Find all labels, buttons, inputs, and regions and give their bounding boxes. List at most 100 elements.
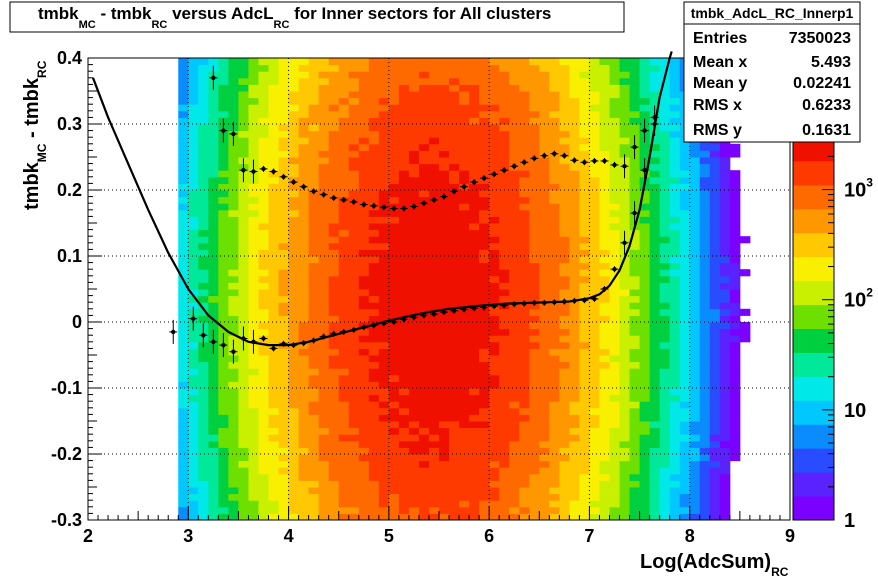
heatmap-cell [509, 308, 520, 316]
heatmap-cell [258, 289, 270, 297]
heatmap-cell [218, 308, 229, 316]
heatmap-cell [288, 513, 300, 521]
heatmap-cell [729, 348, 741, 356]
heatmap-cell [489, 236, 500, 244]
heatmap-cell [378, 500, 390, 508]
heatmap-cell [649, 262, 661, 270]
heatmap-cell [338, 289, 350, 297]
heatmap-cell [489, 427, 500, 435]
heatmap-cell [188, 447, 199, 455]
heatmap-cell [238, 262, 249, 270]
heatmap-cell [479, 249, 490, 257]
y-tick-label: 0.3 [57, 114, 82, 134]
heatmap-cell [539, 447, 550, 455]
heatmap-cell [188, 434, 199, 442]
heatmap-cell [208, 506, 219, 514]
heatmap-cell [669, 467, 681, 475]
heatmap-cell [268, 209, 280, 217]
heatmap-cell [418, 97, 430, 105]
heatmap-cell [649, 289, 661, 297]
heatmap-cell [368, 143, 380, 151]
heatmap-cell [569, 209, 580, 217]
heatmap-cell [519, 289, 530, 297]
heatmap-cell [469, 170, 480, 178]
heatmap-cell [278, 71, 290, 79]
heatmap-cell [208, 190, 219, 198]
heatmap-cell [689, 467, 701, 475]
heatmap-cell [679, 209, 691, 217]
heatmap-cell [689, 381, 701, 389]
heatmap-cell [459, 506, 470, 514]
heatmap-cell [719, 421, 731, 429]
heatmap-cell [228, 513, 239, 521]
heatmap-cell [178, 401, 189, 409]
heatmap-cell [318, 117, 330, 125]
heatmap-cell [599, 341, 610, 349]
heatmap-cell [559, 203, 570, 211]
heatmap-cell [198, 355, 209, 363]
heatmap-cell [649, 460, 661, 468]
heatmap-cell [278, 275, 290, 283]
heatmap-cell [198, 262, 209, 270]
heatmap-cell [378, 77, 390, 85]
heatmap-cell [348, 460, 360, 468]
heatmap-cell [318, 322, 330, 330]
heatmap-cell [428, 500, 440, 508]
heatmap-cell [469, 203, 480, 211]
heatmap-cell [418, 440, 430, 448]
heatmap-cell [659, 216, 671, 224]
heatmap-cell [208, 388, 219, 396]
heatmap-cell [358, 209, 370, 217]
heatmap-cell [679, 176, 691, 184]
heatmap-cell [559, 394, 570, 402]
heatmap-cell [519, 341, 530, 349]
heatmap-cell [609, 91, 621, 99]
heatmap-cell [449, 374, 460, 382]
heatmap-cell [609, 460, 621, 468]
heatmap-cell [499, 322, 510, 330]
heatmap-cell [589, 110, 600, 118]
heatmap-cell [539, 163, 550, 171]
heatmap-cell [669, 275, 681, 283]
heatmap-cell [418, 216, 430, 224]
heatmap-cell [388, 308, 400, 316]
heatmap-cell [499, 500, 510, 508]
heatmap-cell [228, 414, 239, 422]
heatmap-cell [258, 460, 270, 468]
heatmap-cell [358, 242, 370, 250]
heatmap-cell [418, 64, 430, 72]
heatmap-cell [238, 434, 249, 442]
heatmap-cell [288, 71, 300, 79]
heatmap-cell [589, 282, 600, 290]
heatmap-cell [338, 130, 350, 138]
heatmap-cell [228, 308, 239, 316]
heatmap-cell [699, 348, 711, 356]
heatmap-cell [519, 249, 530, 257]
heatmap-cell [368, 295, 380, 303]
heatmap-cell [609, 454, 621, 462]
heatmap-cell [509, 209, 520, 217]
upper-profile-point [471, 179, 477, 185]
heatmap-cell [599, 110, 610, 118]
heatmap-cell [599, 348, 610, 356]
heatmap-cell [398, 401, 410, 409]
heatmap-cell [198, 163, 209, 171]
heatmap-cell [428, 150, 440, 158]
heatmap-cell [619, 427, 631, 435]
heatmap-cell [228, 275, 239, 283]
heatmap-cell [659, 104, 671, 112]
heatmap-cell [519, 328, 530, 336]
heatmap-cell [469, 104, 480, 112]
heatmap-cell [609, 223, 621, 231]
heatmap-cell [238, 143, 249, 151]
heatmap-cell [248, 64, 259, 72]
heatmap-cell [308, 427, 320, 435]
heatmap-cell [388, 150, 400, 158]
heatmap-cell [198, 434, 209, 442]
heatmap-cell [599, 130, 610, 138]
heatmap-cell [278, 421, 290, 429]
heatmap-cell [328, 163, 340, 171]
heatmap-cell [318, 137, 330, 145]
heatmap-cell [529, 275, 540, 283]
heatmap-cell [539, 77, 550, 85]
